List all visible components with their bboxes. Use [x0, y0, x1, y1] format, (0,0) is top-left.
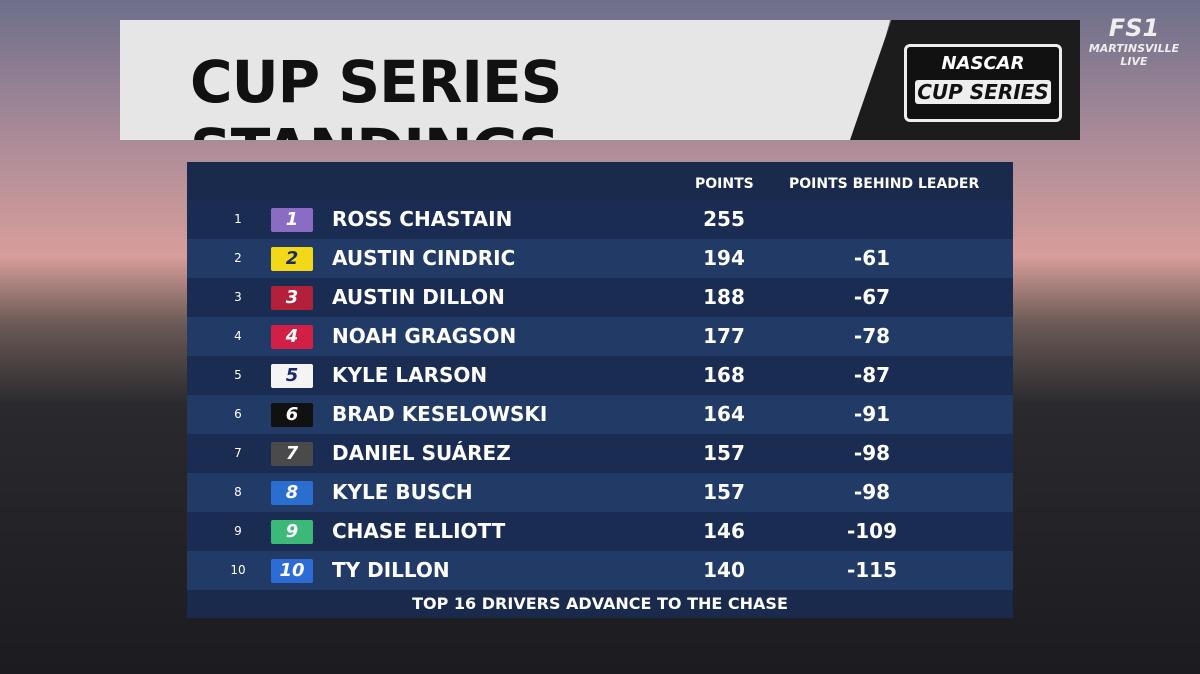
points: 194 — [703, 246, 745, 270]
position: 10 — [230, 563, 246, 577]
position: 5 — [234, 368, 242, 382]
points-behind: -91 — [853, 402, 891, 426]
points-behind: -67 — [853, 285, 891, 309]
driver-name: TY DILLON — [332, 558, 450, 582]
column-header: POINTS BEHIND LEADER — [789, 176, 980, 192]
table-row: 3 3 AUSTIN DILLON 188 -67 — [187, 278, 1013, 317]
points: 255 — [703, 207, 745, 231]
car-number: 7 — [271, 442, 313, 466]
logo-top: NASCAR — [941, 53, 1025, 74]
car-number: 5 — [271, 364, 313, 388]
table-row: 10 10 TY DILLON 140 -115 — [187, 551, 1013, 590]
standings-table: POINTS POINTS BEHIND LEADER TOP 16 DRIVE… — [187, 162, 1013, 618]
position: 6 — [234, 407, 242, 421]
points: 146 — [703, 519, 745, 543]
car-number: 1 — [271, 208, 313, 232]
logo-bottom: CUP SERIES — [915, 80, 1051, 104]
driver-name: DANIEL SUÁREZ — [332, 441, 511, 465]
driver-name: ROSS CHASTAIN — [332, 207, 513, 231]
logo-box: NASCAR CUP SERIES — [850, 20, 1080, 140]
points: 188 — [703, 285, 745, 309]
points-behind: -61 — [853, 246, 891, 270]
car-number: 8 — [271, 481, 313, 505]
points: 157 — [703, 480, 745, 504]
table-row: 9 9 CHASE ELLIOTT 146 -109 — [187, 512, 1013, 551]
points-behind: -87 — [853, 363, 891, 387]
table-row: 2 2 AUSTIN CINDRIC 194 -61 — [187, 239, 1013, 278]
position: 8 — [234, 485, 242, 499]
points: 157 — [703, 441, 745, 465]
position: 2 — [234, 251, 242, 265]
title: CUP SERIES STANDINGS — [190, 48, 562, 184]
points-behind: -98 — [853, 480, 891, 504]
points: 164 — [703, 402, 745, 426]
driver-name: AUSTIN DILLON — [332, 285, 505, 309]
position: 4 — [234, 329, 242, 343]
car-number: 4 — [271, 325, 313, 349]
table-row: 6 6 BRAD KESELOWSKI 164 -91 — [187, 395, 1013, 434]
table-row: 5 5 KYLE LARSON 168 -87 — [187, 356, 1013, 395]
car-number: 10 — [271, 559, 313, 583]
position: 1 — [234, 212, 242, 226]
points: 177 — [703, 324, 745, 348]
table-row: 7 7 DANIEL SUÁREZ 157 -98 — [187, 434, 1013, 473]
points-behind: -98 — [853, 441, 891, 465]
points-behind: -78 — [853, 324, 891, 348]
driver-name: KYLE LARSON — [332, 363, 488, 387]
network-line: MARTINSVILLE — [1088, 42, 1180, 55]
driver-name: KYLE BUSCH — [332, 480, 473, 504]
points: 168 — [703, 363, 745, 387]
column-header: POINTS — [695, 176, 754, 192]
points: 140 — [703, 558, 745, 582]
network-name: FS1 — [1108, 14, 1160, 42]
title-bar: CUP SERIES STANDINGS — [120, 20, 890, 140]
table-footer: TOP 16 DRIVERS ADVANCE TO THE CHASE — [412, 594, 788, 613]
car-number: 9 — [271, 520, 313, 544]
points-behind: -115 — [846, 558, 898, 582]
car-number: 2 — [271, 247, 313, 271]
car-number: 3 — [271, 286, 313, 310]
network-line: LIVE — [1120, 55, 1148, 68]
table-row: 1 1 ROSS CHASTAIN 255 — [187, 200, 1013, 239]
driver-name: CHASE ELLIOTT — [332, 519, 506, 543]
network-bug: FS1 MARTINSVILLE LIVE — [1074, 14, 1194, 68]
series-logo: NASCAR CUP SERIES — [904, 44, 1062, 122]
driver-name: AUSTIN CINDRIC — [332, 246, 516, 270]
position: 3 — [234, 290, 242, 304]
car-number: 6 — [271, 403, 313, 427]
position: 7 — [234, 446, 242, 460]
driver-name: NOAH GRAGSON — [332, 324, 517, 348]
position: 9 — [234, 524, 242, 538]
table-row: 8 8 KYLE BUSCH 157 -98 — [187, 473, 1013, 512]
points-behind: -109 — [846, 519, 898, 543]
table-row: 4 4 NOAH GRAGSON 177 -78 — [187, 317, 1013, 356]
driver-name: BRAD KESELOWSKI — [332, 402, 548, 426]
